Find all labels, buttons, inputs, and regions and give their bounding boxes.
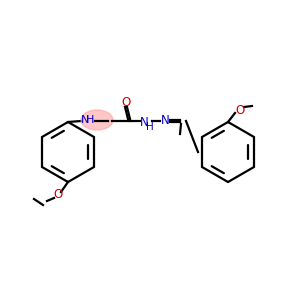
Text: O: O	[122, 97, 130, 110]
Text: H: H	[146, 122, 154, 132]
Text: H: H	[86, 115, 94, 125]
Text: N: N	[160, 115, 169, 128]
Text: O: O	[53, 188, 63, 202]
Text: O: O	[236, 103, 244, 116]
Text: N: N	[140, 116, 148, 128]
Text: N: N	[81, 115, 89, 125]
Ellipse shape	[81, 110, 113, 130]
